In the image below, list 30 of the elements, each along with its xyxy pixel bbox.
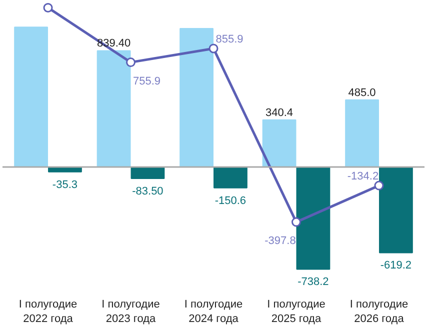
point bbox=[291, 217, 301, 227]
x-tick-label: I полугодие 2024 года bbox=[184, 298, 243, 325]
point bbox=[43, 2, 53, 12]
data-label: -397.8 bbox=[264, 235, 296, 248]
point bbox=[374, 180, 384, 190]
bar bbox=[345, 99, 379, 168]
data-label: -83.50 bbox=[132, 186, 164, 198]
data-label: -738.2 bbox=[298, 276, 329, 288]
data-label: -35.3 bbox=[52, 178, 78, 191]
bar bbox=[180, 28, 214, 168]
point bbox=[126, 58, 136, 68]
data-label: 340.4 bbox=[266, 106, 294, 119]
bar bbox=[130, 166, 165, 180]
data-label: -134.2 bbox=[347, 170, 379, 183]
data-label: -150.6 bbox=[214, 194, 246, 207]
point bbox=[208, 44, 218, 54]
bar bbox=[14, 26, 48, 168]
x-tick-label: I полугодие 2025 года bbox=[267, 298, 326, 325]
data-label: 855.9 bbox=[216, 33, 244, 46]
bar bbox=[262, 119, 296, 168]
bar bbox=[379, 166, 413, 254]
x-tick-label: I полугодие 2023 года bbox=[102, 298, 160, 325]
bar bbox=[214, 166, 248, 188]
data-label: -619.2 bbox=[380, 260, 412, 272]
bar bbox=[296, 166, 330, 270]
bar bbox=[96, 50, 131, 168]
x-tick-label: I полугодие 2026 года bbox=[350, 298, 408, 325]
x-tick-label: I полугодие 2022 года bbox=[18, 298, 78, 325]
data-label: 485.0 bbox=[348, 86, 376, 99]
data-label: 755.9 bbox=[132, 75, 161, 88]
